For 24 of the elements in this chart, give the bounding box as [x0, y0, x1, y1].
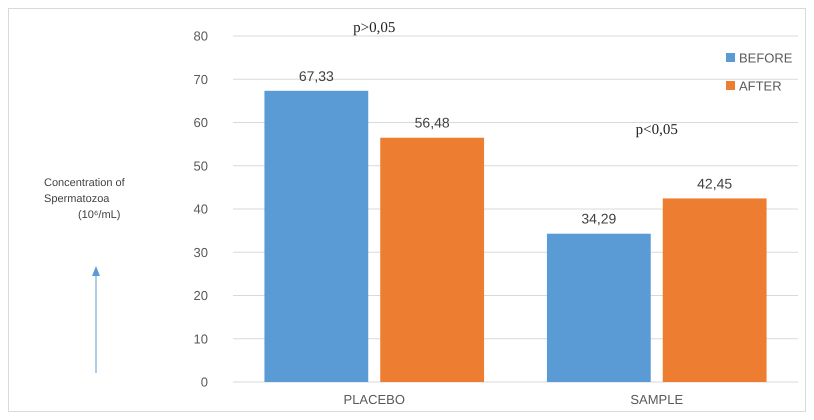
- y-tick-label: 80: [194, 28, 208, 44]
- data-label: 67,33: [298, 68, 334, 84]
- bar: [662, 198, 767, 382]
- data-label: 42,45: [697, 175, 732, 192]
- bar: [546, 234, 651, 382]
- y-tick-label: 40: [194, 202, 208, 217]
- annotation: p<0,05: [636, 122, 678, 138]
- y-tick-label: 70: [194, 72, 208, 87]
- y-tick-label: 0: [200, 374, 208, 390]
- y-tick-label: 50: [194, 158, 208, 174]
- annotation: p>0,05: [353, 20, 396, 36]
- y-tick-label: 20: [194, 288, 208, 304]
- x-tick-label: SAMPLE: [630, 392, 684, 407]
- y-tick-label: 30: [194, 244, 208, 260]
- data-label: 34,29: [581, 210, 617, 227]
- legend-label: AFTER: [739, 78, 782, 94]
- y-tick-label: 10: [194, 331, 208, 346]
- bar: [264, 90, 368, 382]
- x-tick-label: PLACEBO: [344, 392, 405, 407]
- data-label: 56,48: [414, 114, 450, 131]
- y-tick-label: 60: [194, 115, 208, 130]
- bar: [380, 138, 484, 382]
- legend-label: BEFORE: [739, 50, 793, 66]
- text: Concentration of Spermatozoa (10⁶/mL): [44, 177, 126, 221]
